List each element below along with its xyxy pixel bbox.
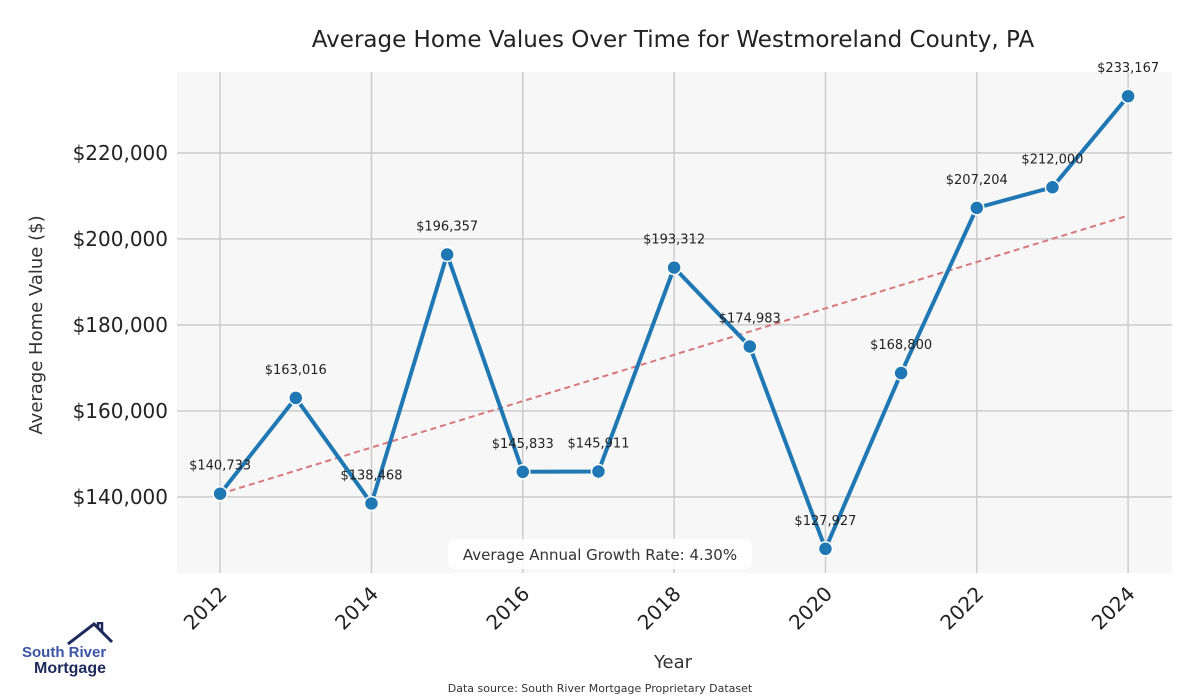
x-tick-label: 2016 [481,582,534,635]
x-tick-label: 2012 [179,582,232,635]
data-point [742,338,758,355]
data-point [288,390,304,406]
x-tick-label: 2024 [1087,582,1140,635]
y-tick-label: $200,000 [73,227,168,251]
data-label: $145,911 [567,436,629,451]
y-axis-label: Average Home Value ($) [26,215,47,434]
logo-text-line1: South River [22,644,107,661]
data-label: $145,833 [492,437,554,452]
data-label: $193,312 [643,233,705,248]
trend-line [219,214,1129,495]
y-tick-label: $140,000 [73,485,168,509]
data-label: $140,733 [189,459,251,474]
x-tick-label: 2020 [784,582,837,635]
data-label: $196,357 [416,220,478,235]
data-point [212,485,228,502]
data-label: $138,468 [340,468,402,483]
x-tick-label: 2022 [935,582,988,635]
data-point [515,464,531,480]
y-tick-label: $180,000 [73,313,168,337]
data-source: Data source: South River Mortgage Propri… [448,682,753,695]
data-label: $212,000 [1021,152,1083,167]
data-point [1044,179,1061,196]
data-label: $174,983 [719,311,781,326]
data-point [893,365,909,381]
data-label: $168,800 [870,338,932,353]
data-label: $207,204 [946,173,1008,188]
house-roof-icon [67,622,114,646]
data-label: $127,927 [794,514,856,529]
logo-text-line2: Mortgage [34,660,106,677]
data-point [817,541,834,557]
data-point [363,495,380,512]
chart-title: Average Home Values Over Time for Westmo… [312,27,1035,53]
south-river-mortgage-logo: South River Mortgage [22,622,114,680]
data-point [666,259,682,276]
data-label: $233,167 [1097,61,1159,76]
data-point [439,246,455,263]
annotation-box [448,539,752,569]
data-point [1120,88,1136,104]
data-point [969,200,985,216]
x-tick-label: 2014 [330,582,383,635]
y-tick-label: $220,000 [73,141,168,165]
x-axis-label: Year [653,652,693,673]
data-point [590,463,607,480]
growth-rate-annotation: Average Annual Growth Rate: 4.30% [463,546,737,564]
data-label: $163,016 [265,363,327,378]
y-tick-label: $160,000 [73,399,168,423]
x-tick-label: 2018 [633,582,686,635]
